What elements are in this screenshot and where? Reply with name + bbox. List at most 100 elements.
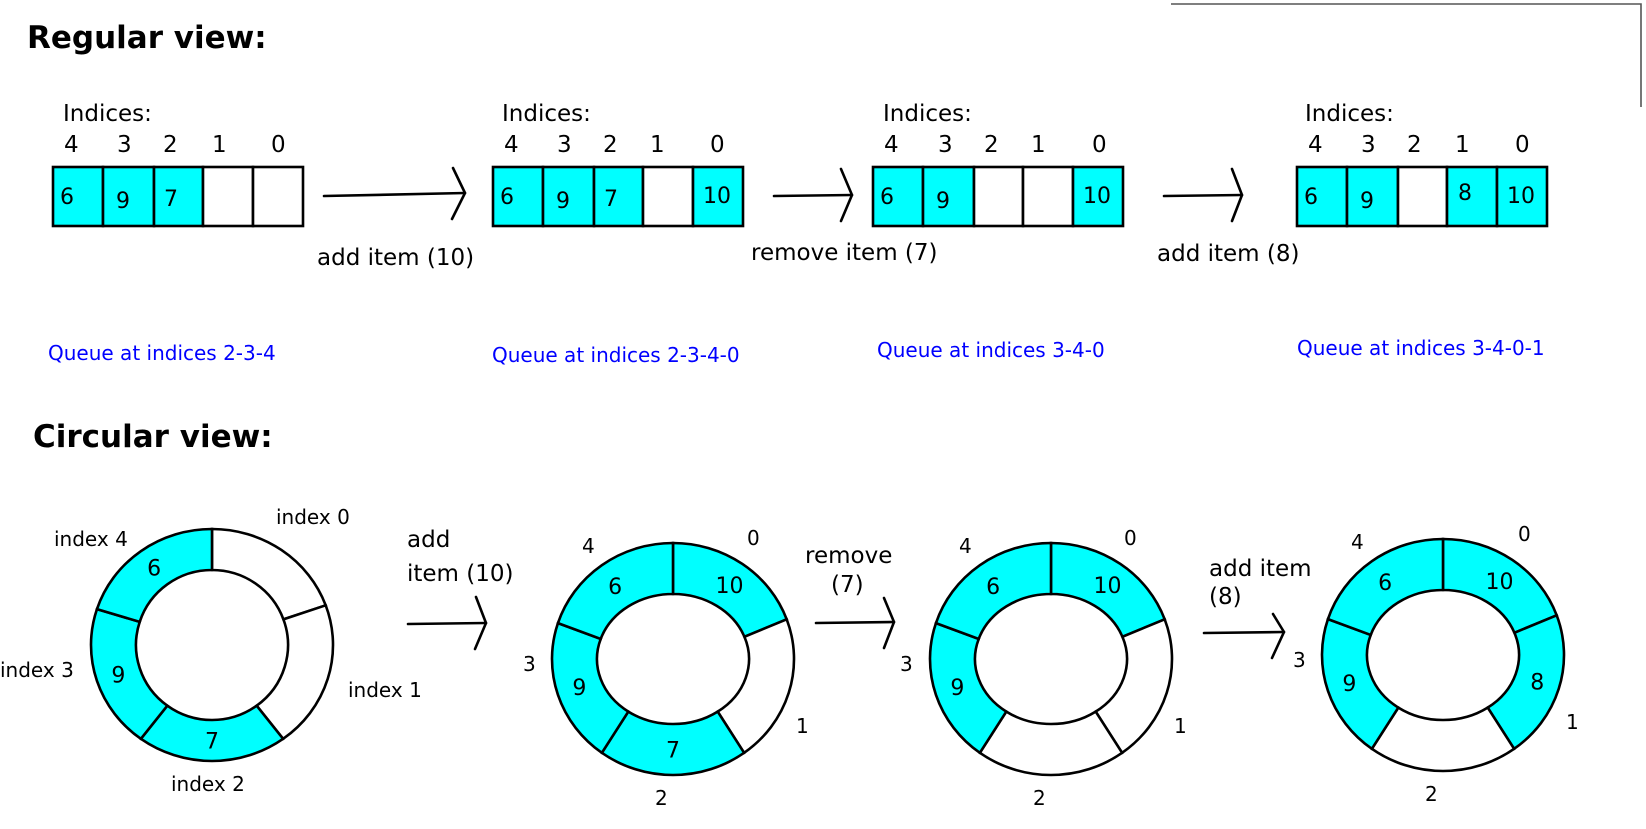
array-cell: [1345, 165, 1400, 228]
arrow-icon: [814, 596, 896, 650]
operation-label: add item: [1209, 556, 1312, 582]
ring-segment: [210, 527, 328, 621]
cell-value: 10: [703, 184, 731, 209]
circular-view-heading: Circular view:: [33, 419, 273, 455]
ring-state-2: 10 7 9 6: [550, 541, 796, 777]
operation-label: add item (10): [317, 245, 474, 271]
ring-index-label: 1: [1174, 714, 1187, 738]
cell-value: 9: [116, 189, 130, 214]
cell-value: 10: [1083, 184, 1111, 209]
ring-segment-value: 7: [666, 739, 680, 764]
cell-value: 6: [60, 185, 74, 210]
array-cell: [592, 165, 645, 228]
ring-segment-value: 9: [111, 664, 125, 689]
array-cell: [1445, 165, 1499, 228]
ring-index-label: index 0: [276, 505, 350, 529]
array-cell: [1071, 165, 1125, 228]
index-number: 4: [64, 132, 79, 158]
index-number: 1: [650, 132, 665, 158]
ring-segment-value: 9: [572, 676, 586, 701]
array-cell: [921, 165, 976, 228]
array-cell: [972, 165, 1025, 228]
operation-label: remove: [805, 543, 892, 569]
index-number: 2: [984, 132, 999, 158]
array-cell: [1495, 165, 1549, 228]
ring-index-label: index 3: [0, 658, 74, 682]
array-state-2: 6 9 7 10: [491, 165, 745, 228]
index-number: 3: [938, 132, 953, 158]
index-number: 0: [1515, 132, 1530, 158]
index-number: 2: [603, 132, 618, 158]
cell-value: 6: [880, 185, 894, 210]
queue-caption: Queue at indices 2-3-4: [48, 341, 276, 365]
ring-index-label: 4: [959, 534, 972, 558]
ring-index-label: 2: [1425, 782, 1438, 806]
ring-index-label: index 4: [54, 527, 128, 551]
array-cell: [1021, 165, 1075, 228]
ring-segment: [95, 527, 214, 624]
arrow-icon: [772, 167, 854, 223]
ring-segment-value: 7: [205, 730, 219, 755]
ring-segment: [934, 541, 1053, 641]
regular-view-heading: Regular view:: [27, 20, 267, 56]
array-state-4: 6 9 8 10: [1295, 165, 1549, 228]
ring-index-label: index 2: [171, 772, 245, 796]
index-number: 0: [1092, 132, 1107, 158]
frame-corner-line: [1171, 3, 1642, 107]
ring-segment-value: 6: [986, 575, 1000, 600]
cell-value: 10: [1507, 184, 1535, 209]
ring-segment-value: 10: [715, 574, 743, 599]
ring-index-label: index 1: [348, 678, 422, 702]
cell-value: 9: [936, 189, 950, 214]
cell-value: 7: [164, 187, 178, 212]
array-cell: [691, 165, 745, 228]
cell-value: 6: [500, 185, 514, 210]
ring-index-label: 4: [582, 534, 595, 558]
array-cell: [152, 165, 205, 228]
ring-index-label: 4: [1351, 530, 1364, 554]
array-state-1: 6 9 7: [51, 165, 305, 228]
arrow-icon: [406, 595, 488, 651]
operation-label: (7): [831, 572, 864, 598]
queue-caption: Queue at indices 2-3-4-0: [492, 343, 740, 367]
ring-index-label: 0: [747, 526, 760, 550]
ring-segment-value: 10: [1485, 570, 1513, 595]
arrow-icon: [1202, 612, 1286, 660]
operation-label: add item (8): [1157, 241, 1299, 267]
index-number: 3: [557, 132, 572, 158]
ring-index-label: 2: [655, 786, 668, 810]
ring-segment-value: 6: [147, 557, 161, 582]
ring-segment-value: 8: [1530, 670, 1544, 695]
array-cell: [51, 165, 105, 228]
array-cell: [1295, 165, 1349, 228]
array-cell: [1396, 165, 1449, 228]
ring-segment-value: 6: [608, 575, 622, 600]
ring-index-label: 1: [1566, 710, 1579, 734]
indices-label-3: Indices:: [883, 101, 972, 127]
ring-index-label: 3: [900, 652, 913, 676]
ring-segment: [89, 607, 170, 741]
index-number: 4: [884, 132, 899, 158]
ring-index-label: 0: [1124, 526, 1137, 550]
cell-value: 9: [1360, 189, 1374, 214]
index-number: 1: [1455, 132, 1470, 158]
arrow-icon: [1162, 167, 1244, 223]
ring-segment-value: 9: [950, 676, 964, 701]
queue-caption: Queue at indices 3-4-0-1: [1297, 336, 1545, 360]
index-number: 4: [504, 132, 519, 158]
index-number: 2: [1407, 132, 1422, 158]
index-number: 3: [1361, 132, 1376, 158]
ring-index-label: 0: [1518, 522, 1531, 546]
cell-value: 8: [1458, 181, 1472, 206]
ring-segment: [556, 541, 675, 641]
index-number: 2: [163, 132, 178, 158]
cell-value: 6: [1304, 185, 1318, 210]
ring-segment-value: 6: [1378, 571, 1392, 596]
indices-label-1: Indices:: [63, 101, 152, 127]
ring-segment-value: 9: [1342, 672, 1356, 697]
array-cell: [251, 165, 305, 228]
ring-index-label: 1: [796, 714, 809, 738]
ring-index-label: 2: [1033, 786, 1046, 810]
arrow-icon: [322, 166, 467, 221]
